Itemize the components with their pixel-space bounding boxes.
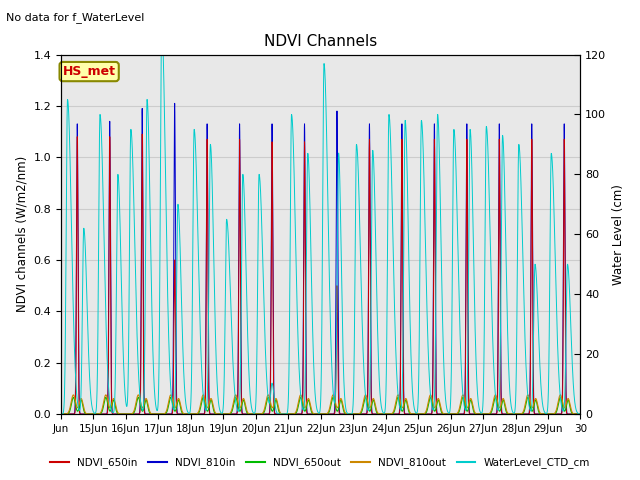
WaterLevel_CTD_cm [505, 372, 513, 378]
Line: NDVI_810in: NDVI_810in [61, 103, 580, 414]
WaterLevel_CTD_cm [378, 407, 386, 412]
NDVI_810in [217, 411, 225, 417]
Text: No data for f_WaterLevel: No data for f_WaterLevel [6, 12, 145, 23]
WaterLevel_CTD_cm [487, 265, 495, 271]
Text: HS_met: HS_met [63, 65, 116, 78]
NDVI_810out [487, 409, 495, 415]
NDVI_810in [450, 411, 458, 417]
NDVI_810out [557, 392, 564, 398]
NDVI_650out [450, 411, 458, 417]
WaterLevel_CTD_cm [217, 409, 225, 415]
Line: WaterLevel_CTD_cm: WaterLevel_CTD_cm [61, 55, 580, 414]
NDVI_650in [505, 411, 513, 417]
NDVI_810in [378, 411, 386, 417]
WaterLevel_CTD_cm [369, 168, 376, 173]
NDVI_810out [57, 411, 65, 417]
WaterLevel_CTD_cm [57, 411, 65, 417]
Line: NDVI_650in: NDVI_650in [61, 134, 580, 414]
NDVI_810out [217, 411, 225, 417]
NDVI_810in [577, 411, 584, 417]
NDVI_650in [487, 411, 495, 417]
NDVI_650in [450, 411, 458, 417]
NDVI_650out [505, 411, 513, 417]
NDVI_810in [171, 100, 179, 106]
WaterLevel_CTD_cm [577, 411, 584, 417]
NDVI_650in [217, 411, 225, 417]
NDVI_810in [57, 411, 65, 417]
Legend: NDVI_650in, NDVI_810in, NDVI_650out, NDVI_810out, WaterLevel_CTD_cm: NDVI_650in, NDVI_810in, NDVI_650out, NDV… [46, 453, 594, 472]
Y-axis label: Water Level (cm): Water Level (cm) [612, 184, 625, 285]
NDVI_650in [138, 131, 146, 137]
NDVI_810in [487, 411, 495, 417]
WaterLevel_CTD_cm [280, 411, 287, 417]
Y-axis label: NDVI channels (W/m2/nm): NDVI channels (W/m2/nm) [15, 156, 28, 312]
NDVI_810out [378, 411, 386, 417]
NDVI_650in [378, 411, 386, 417]
NDVI_650out [577, 411, 584, 417]
NDVI_810out [577, 411, 584, 417]
NDVI_810out [450, 411, 458, 417]
NDVI_810out [368, 398, 376, 404]
Line: NDVI_650out: NDVI_650out [61, 397, 580, 414]
NDVI_650in [577, 411, 584, 417]
NDVI_650out [368, 401, 376, 407]
NDVI_810in [368, 410, 376, 416]
NDVI_810in [505, 411, 513, 417]
WaterLevel_CTD_cm [450, 127, 458, 132]
WaterLevel_CTD_cm [157, 52, 165, 58]
NDVI_650out [57, 411, 65, 417]
NDVI_650in [57, 411, 65, 417]
NDVI_650out [378, 411, 386, 417]
NDVI_650in [368, 411, 376, 417]
NDVI_650out [487, 410, 495, 416]
Line: NDVI_810out: NDVI_810out [61, 395, 580, 414]
Title: NDVI Channels: NDVI Channels [264, 34, 378, 49]
NDVI_650out [557, 395, 564, 400]
NDVI_650out [217, 411, 225, 417]
NDVI_810out [505, 411, 513, 417]
